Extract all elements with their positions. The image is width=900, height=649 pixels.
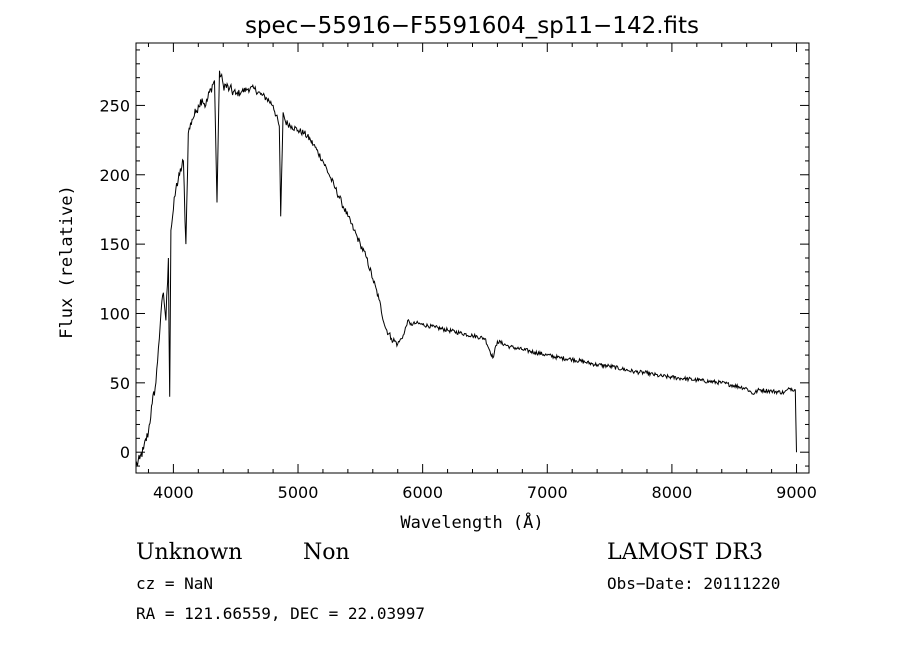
cz-text: cz = NaN <box>136 574 213 593</box>
x-tick-label: 5000 <box>278 483 319 502</box>
y-axis-label: Flux (relative) <box>57 185 77 339</box>
x-tick-label: 8000 <box>652 483 693 502</box>
obs-date-text: Obs−Date: 20111220 <box>607 574 780 593</box>
class-label: Unknown <box>136 540 242 565</box>
x-tick-label: 4000 <box>153 483 194 502</box>
spectrum-line <box>135 70 797 467</box>
x-axis-label: Wavelength (Å) <box>400 511 543 533</box>
y-tick-label: 100 <box>99 304 130 323</box>
y-tick-label: 250 <box>99 96 130 115</box>
plot-frame <box>135 42 810 474</box>
y-tick-label: 200 <box>99 166 130 185</box>
coords-text: RA = 121.66559, DEC = 22.03997 <box>136 604 425 623</box>
chart-title: spec−55916−F5591604_sp11−142.fits <box>245 13 699 39</box>
x-tick-label: 6000 <box>402 483 443 502</box>
x-tick-label: 7000 <box>527 483 568 502</box>
y-tick-label: 150 <box>99 235 130 254</box>
y-tick-label: 0 <box>120 443 130 462</box>
x-axis: 4000 5000 6000 7000 8000 9000 <box>147 43 817 502</box>
y-tick-label: 50 <box>110 374 130 393</box>
subclass-label: Non <box>303 540 350 565</box>
y-axis: 0 50 100 150 200 250 <box>99 49 809 467</box>
survey-label: LAMOST DR3 <box>607 540 763 565</box>
x-tick-label: 9000 <box>776 483 817 502</box>
